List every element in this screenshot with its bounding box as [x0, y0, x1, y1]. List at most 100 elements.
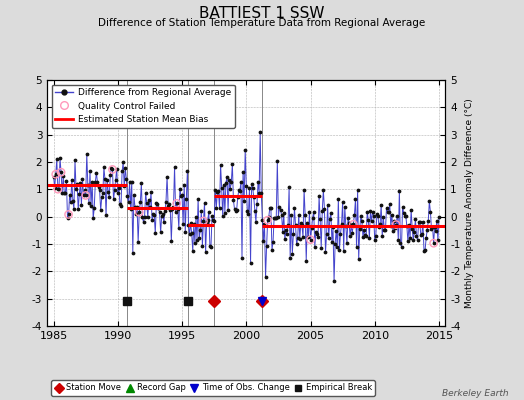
- Point: [96, 207, 105, 214]
- Point: [124, 199, 133, 206]
- Point: [257, 190, 266, 196]
- Point: [346, 233, 354, 240]
- Point: [174, 225, 183, 232]
- Point: [366, 208, 375, 214]
- Point: [264, 217, 272, 223]
- Point: [432, 228, 440, 234]
- Point: [407, 206, 416, 213]
- Point: [154, 205, 162, 212]
- Point: [228, 161, 236, 167]
- Text: Berkeley Earth: Berkeley Earth: [442, 389, 508, 398]
- Point: [256, 129, 265, 135]
- Point: [97, 194, 106, 201]
- Point: [362, 233, 370, 240]
- Point: [197, 208, 205, 214]
- Point: [273, 158, 281, 164]
- Point: [396, 240, 405, 246]
- Point: [363, 209, 372, 215]
- Point: [235, 187, 243, 194]
- Point: [67, 199, 75, 206]
- Point: [361, 231, 369, 238]
- Point: [393, 213, 401, 219]
- Point: [202, 218, 211, 225]
- Point: [260, 220, 269, 227]
- Point: [194, 196, 202, 202]
- Point: [81, 187, 89, 193]
- Point: [216, 161, 225, 168]
- Point: [391, 225, 399, 232]
- Point: [232, 208, 240, 214]
- Point: [380, 226, 389, 233]
- Point: [128, 250, 137, 256]
- Point: [323, 202, 332, 208]
- Point: [135, 209, 144, 215]
- Point: [416, 219, 424, 225]
- Point: [74, 206, 82, 212]
- Point: [332, 227, 341, 234]
- Point: [347, 222, 355, 228]
- Point: [133, 204, 141, 210]
- Point: [348, 230, 356, 236]
- Point: [161, 208, 169, 214]
- Point: [370, 237, 379, 244]
- Point: [289, 231, 298, 238]
- Point: [237, 179, 245, 185]
- Point: [141, 190, 150, 196]
- Point: [191, 240, 199, 246]
- Point: [266, 205, 274, 211]
- Point: [60, 190, 69, 196]
- Point: [185, 231, 194, 238]
- Point: [307, 236, 315, 243]
- Point: [261, 274, 270, 280]
- Point: [153, 201, 161, 207]
- Point: [409, 237, 418, 244]
- Point: [177, 192, 185, 199]
- Point: [402, 223, 411, 230]
- Point: [226, 186, 234, 192]
- Point: [115, 185, 123, 192]
- Point: [172, 200, 181, 206]
- Point: [182, 195, 191, 202]
- Point: [373, 210, 381, 217]
- Point: [244, 211, 253, 218]
- Point: [430, 240, 438, 246]
- Point: [423, 227, 431, 233]
- Point: [236, 188, 244, 195]
- Point: [308, 225, 316, 231]
- Point: [87, 203, 95, 209]
- Point: [291, 222, 300, 228]
- Point: [145, 196, 153, 203]
- Point: [258, 216, 267, 223]
- Point: [70, 206, 78, 212]
- Point: [66, 192, 74, 198]
- Point: [215, 205, 224, 212]
- Point: [403, 238, 412, 245]
- Point: [183, 168, 192, 174]
- Point: [255, 189, 264, 196]
- Point: [210, 218, 219, 224]
- Point: [275, 204, 283, 210]
- Point: [58, 190, 67, 196]
- Point: [50, 184, 59, 191]
- Point: [426, 208, 434, 215]
- Point: [162, 198, 170, 205]
- Point: [164, 202, 172, 209]
- Point: [337, 221, 346, 227]
- Point: [76, 180, 84, 186]
- Point: [372, 232, 380, 239]
- Point: [53, 186, 62, 192]
- Y-axis label: Monthly Temperature Anomaly Difference (°C): Monthly Temperature Anomaly Difference (…: [465, 98, 474, 308]
- Point: [318, 208, 326, 214]
- Point: [397, 244, 406, 250]
- Point: [95, 187, 104, 194]
- Point: [114, 190, 122, 196]
- Point: [259, 238, 268, 244]
- Point: [419, 219, 427, 226]
- Point: [302, 257, 310, 264]
- Point: [221, 210, 229, 216]
- Point: [61, 190, 70, 196]
- Point: [172, 200, 181, 206]
- Point: [282, 227, 290, 234]
- Point: [101, 176, 109, 183]
- Point: [116, 201, 124, 207]
